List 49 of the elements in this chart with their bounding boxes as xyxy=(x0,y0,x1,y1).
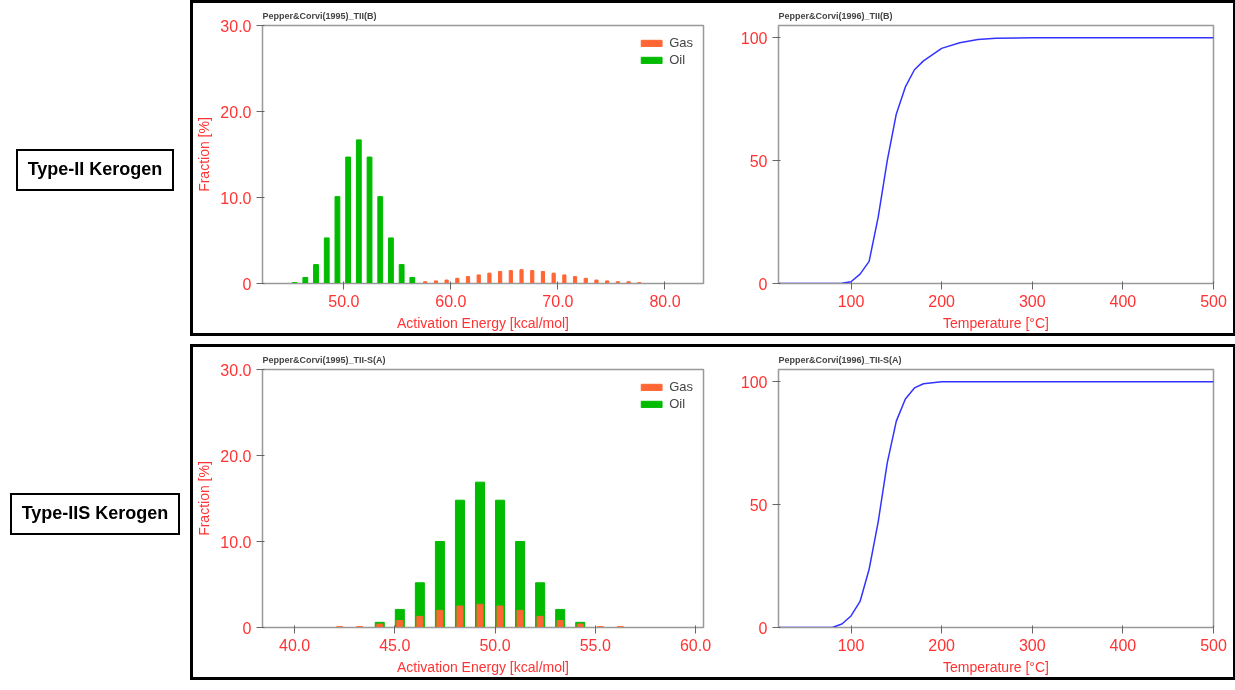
y-tick-label: 50 xyxy=(749,152,768,170)
y-tick-label: 10.0 xyxy=(220,533,252,551)
legend-label: Oil xyxy=(669,396,687,411)
x-tick-label: 50.0 xyxy=(328,292,360,310)
y-tick-label: 0 xyxy=(242,275,252,293)
x-tick-label: 70.0 xyxy=(542,292,574,310)
y-axis-title: Fraction [%] xyxy=(196,461,213,536)
legend-label: Gas xyxy=(669,379,693,394)
y-tick-label: 100 xyxy=(740,373,768,391)
x-tick-label: 55.0 xyxy=(579,636,611,654)
y-tick-label: 20.0 xyxy=(220,103,252,121)
y-tick-label: 0 xyxy=(758,619,768,637)
text: Type-IIS Kerogen xyxy=(9,493,181,535)
x-tick-label: 45.0 xyxy=(379,636,411,654)
x-tick-label: 60.0 xyxy=(435,292,467,310)
x-tick-label: 300 xyxy=(1018,636,1046,654)
legend-label: Oil xyxy=(669,52,687,67)
y-tick-label: 30.0 xyxy=(220,361,252,379)
x-tick-label: 400 xyxy=(1109,292,1137,310)
y-tick-label: 30.0 xyxy=(220,17,252,35)
x-tick-label: 400 xyxy=(1109,636,1137,654)
x-tick-label: 200 xyxy=(928,636,956,654)
chart-title: Pepper&Corvi(1996)_TII-S(A) xyxy=(778,354,902,365)
chart-title: Pepper&Corvi(1995)_TII-S(A) xyxy=(262,354,386,365)
x-axis-title: Activation Energy [kcal/mol] xyxy=(397,314,569,331)
x-axis-title: Temperature [°C] xyxy=(943,314,1049,331)
text: Type-II Kerogen xyxy=(15,149,175,191)
y-tick-label: 10.0 xyxy=(220,189,252,207)
x-tick-label: 60.0 xyxy=(679,636,712,654)
x-axis-title: Activation Energy [kcal/mol] xyxy=(397,658,569,675)
legend-label: Gas xyxy=(669,35,693,50)
x-tick-label: 50.0 xyxy=(479,636,511,654)
y-tick-label: 0 xyxy=(242,619,252,637)
chart-title: Pepper&Corvi(1996)_TII(B) xyxy=(778,10,893,21)
x-tick-label: 300 xyxy=(1018,292,1046,310)
y-tick-label: 100 xyxy=(740,29,768,47)
y-tick-label: 20.0 xyxy=(220,447,252,465)
x-axis-title: Temperature [°C] xyxy=(943,658,1049,675)
x-tick-label: 40.0 xyxy=(279,636,311,654)
y-tick-label: 0 xyxy=(758,275,768,293)
chart-title: Pepper&Corvi(1995)_TII(B) xyxy=(262,10,377,21)
y-axis-title: Fraction [%] xyxy=(196,117,213,192)
x-tick-label: 80.0 xyxy=(649,292,681,310)
x-tick-label: 500 xyxy=(1200,636,1227,654)
x-tick-label: 100 xyxy=(837,292,865,310)
y-tick-label: 50 xyxy=(749,496,768,514)
x-tick-label: 100 xyxy=(837,636,865,654)
x-tick-label: 200 xyxy=(928,292,956,310)
x-tick-label: 500 xyxy=(1200,292,1227,310)
